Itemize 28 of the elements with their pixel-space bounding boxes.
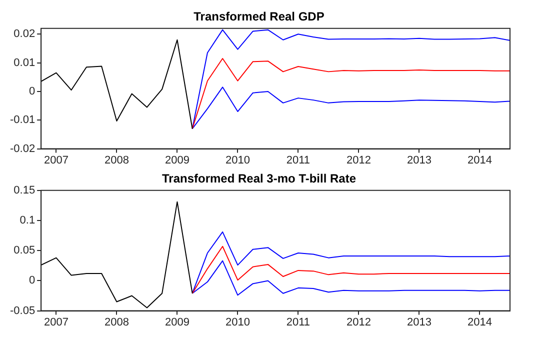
x-tick-label: 2007 [44, 154, 68, 166]
x-tick-label: 2012 [346, 316, 371, 328]
y-tick-label: 0.1 [20, 214, 36, 227]
y-tick-label: 0 [28, 274, 36, 287]
y-tick-label: 0.02 [14, 28, 36, 40]
x-tick-label: 2008 [104, 316, 129, 328]
y-tick-label: -0.01 [10, 114, 36, 126]
y-tick-label: -0.05 [10, 304, 36, 317]
x-tick-label: 2007 [44, 316, 68, 328]
x-tick-label: 2008 [104, 154, 129, 166]
x-tick-label: 2014 [468, 154, 492, 166]
x-tick-label: 2010 [225, 154, 250, 166]
x-tick-label: 2010 [225, 316, 250, 328]
x-tick-label: 2011 [286, 316, 310, 328]
y-tick-label: 0.15 [14, 184, 36, 196]
y-tick-label: 0 [28, 86, 36, 98]
y-tick-label: -0.02 [10, 142, 36, 155]
chart-title: Transformed Real GDP [194, 10, 324, 24]
x-tick-label: 2013 [407, 316, 432, 328]
x-tick-label: 2011 [286, 154, 310, 166]
chart-title: Transformed Real 3-mo T-bill Rate [162, 172, 356, 186]
x-tick-label: 2009 [164, 316, 190, 328]
x-tick-label: 2013 [407, 154, 432, 166]
x-tick-label: 2009 [164, 154, 190, 166]
x-tick-label: 2012 [346, 154, 371, 166]
y-tick-label: 0.05 [14, 244, 36, 257]
x-tick-label: 2014 [468, 316, 492, 328]
y-tick-label: 0.01 [14, 56, 36, 69]
